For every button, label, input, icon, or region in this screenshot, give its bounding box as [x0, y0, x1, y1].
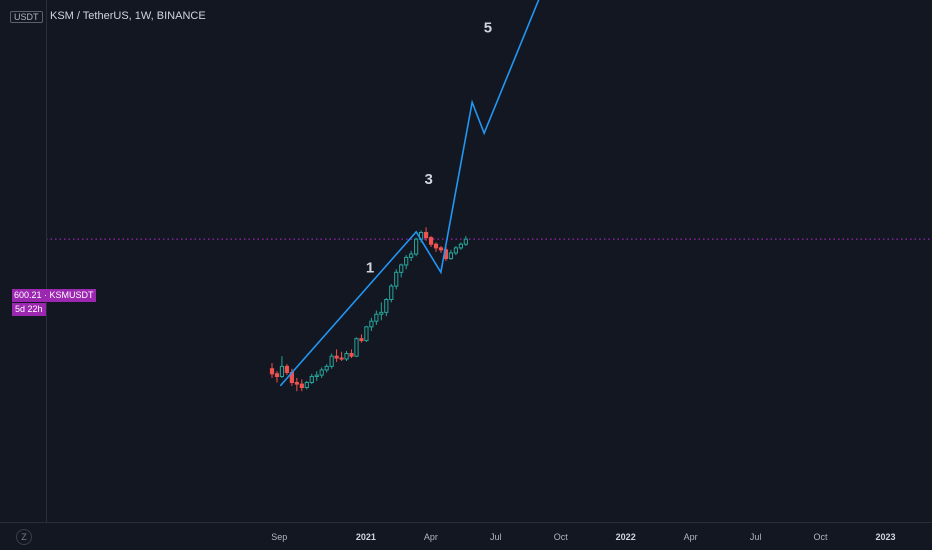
candle-body: [399, 264, 404, 273]
x-tick-label: Jul: [490, 532, 502, 542]
x-tick-label: Jul: [750, 532, 762, 542]
candle-body: [324, 365, 329, 371]
candle-body: [389, 285, 394, 301]
candle-body: [274, 373, 280, 377]
candle-body: [359, 338, 364, 342]
candle-body: [299, 383, 304, 389]
wave-label-5: 5: [484, 20, 492, 37]
candle-body: [319, 369, 324, 376]
candle-body: [463, 238, 468, 245]
candle-countdown: 5d 22h: [12, 303, 46, 316]
time-axis-divider: [0, 522, 932, 523]
candle-body: [428, 237, 434, 245]
x-tick-label: Oct: [814, 532, 829, 542]
x-tick-label: Apr: [424, 532, 438, 542]
x-tick-label: 2022: [616, 532, 636, 542]
candle-body: [354, 338, 359, 357]
x-tick-label: Apr: [684, 532, 698, 542]
x-tick-label: 2021: [356, 532, 376, 542]
candle-body: [404, 256, 409, 266]
candle-body: [364, 326, 369, 342]
candle-body: [309, 375, 314, 383]
candle-body: [369, 320, 374, 328]
candle-body: [349, 352, 354, 357]
zoom-button[interactable]: Z: [16, 529, 32, 545]
candle-body: [284, 365, 290, 373]
candle-body: [438, 247, 444, 251]
x-tick-label: Oct: [554, 532, 569, 542]
candle-body: [344, 352, 349, 360]
candle-body: [458, 243, 463, 249]
currency-unit-badge[interactable]: USDT: [10, 11, 43, 23]
candle-body: [423, 231, 429, 239]
candle-body: [433, 243, 439, 249]
candle-body: [414, 238, 419, 255]
candle-body: [294, 381, 299, 385]
candle-body: [394, 271, 399, 287]
candle-body: [339, 357, 344, 360]
candle-body: [314, 374, 319, 377]
candle-body: [384, 299, 389, 313]
elliott-wave-line: [279, 0, 540, 387]
candle-body: [279, 365, 285, 377]
candle-body: [374, 313, 379, 322]
price-axis[interactable]: [0, 0, 47, 522]
x-tick-label: 2023: [875, 532, 895, 542]
chart-title: KSM / TetherUS, 1W, BINANCE: [50, 10, 206, 22]
candle-body: [329, 355, 334, 367]
candle-body: [448, 252, 454, 260]
candle-body: [304, 381, 309, 389]
x-tick-label: Sep: [271, 532, 287, 542]
candle-body: [334, 355, 339, 359]
wave-label-1: 1: [366, 259, 374, 276]
current-price-label: 600.21 · KSMUSDT: [12, 289, 96, 302]
candle-body: [379, 311, 384, 315]
candle-body: [269, 368, 275, 375]
candle-body: [409, 253, 414, 258]
candle-body: [453, 247, 458, 254]
wave-label-3: 3: [425, 171, 433, 188]
